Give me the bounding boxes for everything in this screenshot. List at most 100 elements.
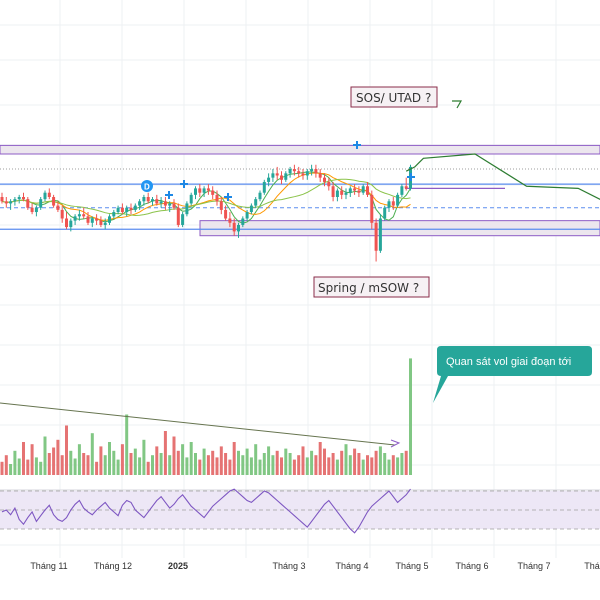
volume-bar-95 [409, 358, 412, 475]
candle-60 [258, 190, 262, 202]
candle-body-27 [116, 207, 120, 213]
candle-body-84 [361, 186, 365, 193]
candle-23 [99, 216, 103, 228]
support-zone [199, 220, 600, 237]
volume-bar-35 [151, 455, 154, 475]
volume-bar-84 [361, 459, 365, 475]
volume-bar-37 [159, 453, 163, 475]
candle-63 [271, 169, 275, 182]
candle-body-76 [327, 181, 331, 187]
volume-bar-10 [43, 436, 47, 475]
candle-28 [120, 203, 124, 215]
candle-body-53 [228, 218, 232, 223]
volume-bar-58 [249, 457, 253, 475]
volume-bar-20 [86, 455, 90, 475]
candle-13 [56, 201, 60, 213]
candle-82 [353, 184, 357, 195]
candle-4 [17, 194, 21, 204]
volume-bar-48 [206, 455, 210, 475]
volume-bar-64 [275, 450, 279, 475]
candle-29 [125, 205, 129, 217]
candle-body-30 [129, 207, 133, 210]
candle-body-93 [400, 186, 404, 195]
volume-bar-41 [176, 450, 180, 475]
candle-body-0 [0, 197, 4, 202]
candle-1 [4, 197, 8, 208]
candle-53 [228, 212, 232, 228]
candle-32 [138, 199, 142, 210]
volume-bar-59 [254, 444, 258, 475]
volume-bar-28 [120, 444, 124, 475]
volume-bar-23 [99, 446, 103, 475]
candle-body-22 [95, 218, 99, 221]
candle-66 [284, 171, 288, 182]
candle-83 [357, 186, 361, 197]
candle-body-68 [292, 169, 296, 172]
candle-43 [185, 201, 189, 217]
candle-42 [181, 212, 185, 228]
volume-bar-19 [82, 453, 86, 475]
volume-bar-71 [305, 457, 309, 475]
volume-bar-22 [95, 461, 99, 475]
candle-body-3 [13, 199, 17, 202]
volume-bar-45 [194, 453, 197, 475]
candle-body-15 [65, 218, 68, 228]
x-tick-label-6: Tháng 6 [455, 561, 488, 571]
volume-bar-15 [65, 425, 68, 475]
candle-body-4 [17, 197, 21, 200]
candle-body-60 [258, 192, 262, 200]
candle-body-18 [77, 214, 81, 217]
volume-bar-5 [22, 442, 25, 475]
x-tick-label-5: Tháng 5 [395, 561, 428, 571]
rsi-line [1, 488, 411, 534]
volume-bar-69 [297, 455, 301, 475]
candle-3 [13, 197, 17, 206]
candle-31 [133, 203, 137, 213]
volume-bar-17 [73, 458, 77, 475]
candle-body-42 [181, 214, 185, 225]
volume-bar-39 [168, 455, 172, 475]
volume-bar-52 [224, 453, 228, 475]
plus-marker-2 [224, 193, 232, 201]
candle-30 [129, 203, 133, 215]
volume-bar-18 [77, 444, 81, 475]
candle-15 [65, 212, 68, 230]
candle-body-75 [323, 177, 326, 182]
candle-90 [387, 199, 391, 213]
candle-body-2 [9, 201, 13, 204]
candle-8 [34, 205, 38, 217]
volume-bar-42 [181, 444, 185, 475]
candle-body-19 [82, 214, 86, 217]
candle-body-56 [241, 218, 245, 225]
volume-bar-60 [258, 459, 262, 475]
candle-body-28 [120, 207, 124, 213]
volume-bar-56 [241, 455, 245, 475]
volume-bar-55 [237, 450, 240, 475]
volume-bar-0 [0, 461, 4, 475]
candle-body-45 [194, 188, 197, 195]
candle-body-23 [99, 220, 103, 225]
x-tick-label-8: Thá [584, 561, 600, 571]
candle-35 [151, 197, 154, 206]
candle-body-36 [155, 199, 159, 204]
plus-marker-4 [407, 173, 415, 181]
candle-body-24 [103, 222, 107, 225]
candle-body-80 [344, 192, 348, 195]
candle-body-88 [378, 218, 382, 251]
candle-70 [301, 169, 305, 180]
volume-bar-53 [228, 459, 232, 475]
candle-55 [237, 222, 240, 238]
candle-body-26 [112, 212, 116, 217]
candle-body-40 [172, 203, 176, 208]
volume-trend-arrow [390, 439, 401, 448]
candle-16 [69, 218, 73, 232]
volume-trend-line [0, 402, 396, 446]
volume-bar-68 [292, 459, 296, 475]
candle-body-48 [206, 188, 210, 191]
volume-bar-67 [288, 453, 292, 475]
candle-body-7 [30, 207, 34, 213]
candle-81 [348, 186, 352, 197]
candle-body-50 [215, 194, 219, 202]
volume-bar-70 [301, 446, 305, 475]
candle-body-46 [198, 188, 202, 193]
